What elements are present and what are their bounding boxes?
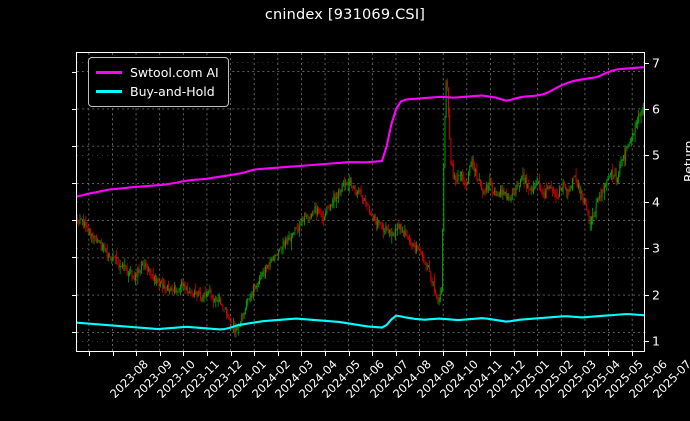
x-axis-tickmark — [537, 352, 539, 356]
series-layer — [77, 66, 644, 338]
x-axis-tickmark — [207, 352, 208, 356]
series-line-buy-and-hold — [77, 313, 644, 331]
y-axis-right-tickmark — [645, 108, 649, 110]
y-axis-right-tick-label: 3 — [652, 240, 660, 256]
y-axis-right-tickmark — [645, 201, 649, 203]
y-axis-left-tickmark — [72, 108, 76, 110]
chart-title: cnindex [931069.CSI] — [264, 7, 426, 23]
grid-lines — [77, 53, 644, 351]
y-axis-right-tickmark — [645, 155, 649, 157]
y-axis-right-tick-label: 2 — [652, 287, 660, 303]
x-axis-tickmark — [324, 352, 326, 356]
y-axis-right-tickmark — [645, 294, 649, 296]
y-axis-right-tick-label: 1 — [652, 333, 660, 349]
x-axis-tickmark — [348, 352, 350, 356]
x-axis-tickmark — [490, 352, 491, 356]
y-axis-right-tick-label: 7 — [652, 55, 660, 71]
x-axis-tickmark — [631, 352, 633, 356]
x-axis-tickmark — [159, 352, 161, 356]
x-axis-tickmark — [254, 352, 256, 356]
y-axis-left-tickmark — [72, 331, 76, 333]
x-axis-tickmark — [442, 352, 444, 356]
x-axis-tickmark — [513, 352, 515, 356]
series-line-swtool-com-ai — [77, 66, 644, 198]
legend-item-buy-and-hold[interactable]: Buy-and-Hold — [96, 82, 219, 101]
y-axis-right-tickmark — [645, 248, 649, 250]
x-axis-tickmark — [301, 352, 303, 356]
x-axis-tickmark — [372, 352, 374, 356]
y-axis-right-tickmark — [645, 62, 649, 64]
chart-legend: Swtool.com AI Buy-and-Hold — [88, 57, 229, 107]
y-axis-left-tickmark — [72, 71, 76, 73]
x-axis-tickmark — [419, 352, 421, 356]
legend-label-buy-and-hold: Buy-and-Hold — [130, 84, 215, 99]
x-axis-tickmark — [466, 352, 468, 356]
x-axis-tickmark — [277, 352, 279, 356]
x-axis-tickmark — [395, 352, 397, 356]
legend-label-swtool-ai: Swtool.com AI — [130, 65, 219, 80]
x-axis-tickmark — [560, 352, 562, 356]
y-axis-right-tick-label: 5 — [652, 147, 660, 163]
x-axis-tickmark — [112, 352, 114, 356]
legend-swatch-magenta — [96, 71, 122, 74]
legend-item-swtool-ai[interactable]: Swtool.com AI — [96, 63, 219, 82]
x-axis-tickmark — [183, 352, 185, 356]
y-axis-left-tickmark — [72, 294, 76, 296]
y-axis-left-tickmark — [72, 183, 76, 185]
x-axis-tickmark — [136, 352, 138, 356]
y-axis-right-tickmark — [645, 341, 649, 343]
y-axis-right-tick-label: 6 — [652, 101, 660, 117]
y-axis-left-tickmark — [72, 257, 76, 259]
y-axis-right-label: Return — [681, 140, 690, 182]
x-axis-tickmark — [89, 352, 91, 356]
x-axis-tickmark — [607, 352, 609, 356]
legend-swatch-cyan — [96, 90, 122, 93]
x-axis-tickmark — [230, 352, 232, 356]
y-axis-left-tickmark — [72, 146, 76, 148]
x-axis-tickmark — [584, 352, 586, 356]
y-axis-left-tickmark — [72, 220, 76, 222]
y-axis-right-tick-label: 4 — [652, 194, 660, 210]
